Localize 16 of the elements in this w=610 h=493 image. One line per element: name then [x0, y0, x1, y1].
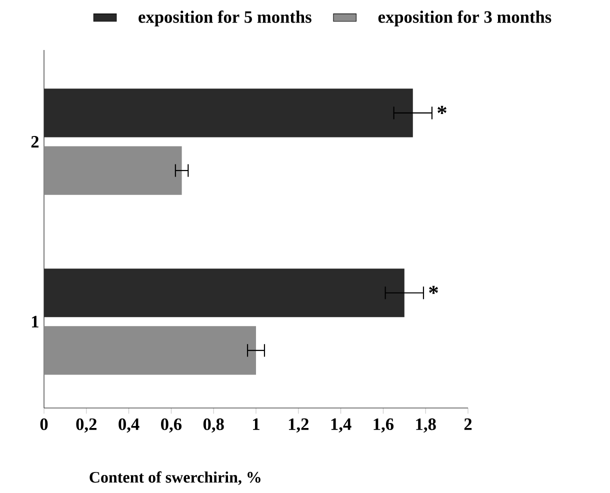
x-tick-label: 1,8: [416, 418, 436, 433]
legend-label: exposition for 3 months: [378, 10, 552, 26]
legend-label: exposition for 5 months: [138, 10, 312, 26]
annotation: *: [429, 286, 438, 294]
x-tick-label: 0,8: [203, 418, 224, 433]
x-tick-label: 0,4: [118, 418, 140, 433]
x-tick-label: 1: [253, 418, 260, 430]
x-tick-label: 0: [40, 418, 48, 430]
x-tick-label: 1,6: [374, 418, 394, 433]
x-tick-label: 2: [464, 418, 472, 430]
x-tick-label: 1,2: [288, 418, 308, 433]
annotation: *: [438, 106, 446, 114]
x-tick-label: 0,6: [161, 418, 182, 433]
x-tick-label: 1,4: [331, 418, 352, 433]
x-tick-label: 0,2: [76, 418, 96, 433]
x-axis-title: Content of swerchirin, %: [90, 471, 260, 486]
